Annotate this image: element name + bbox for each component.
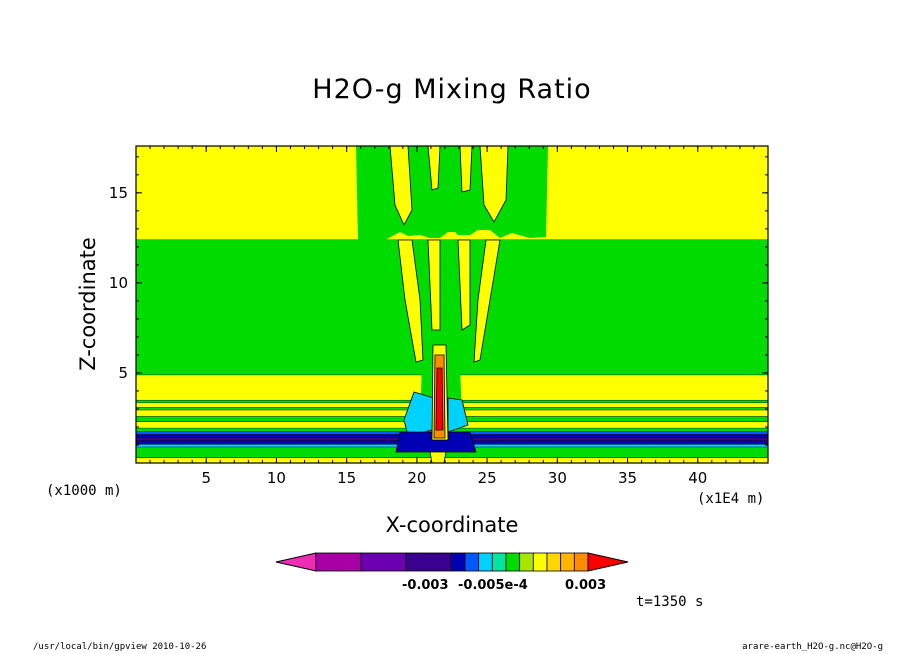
- axis-ticks: 5 10 15 20 25 30 35 40 5 10 15: [109, 146, 768, 487]
- colorbar: [275, 552, 629, 572]
- time-label: t=1350 s: [636, 594, 704, 610]
- chart-title: H2O-g Mixing Ratio: [312, 74, 592, 105]
- colorbar-segment-5: [478, 552, 493, 572]
- colorbar-label-3: 0.003: [565, 578, 607, 593]
- plume-cyan-right: [447, 397, 469, 433]
- colorbar-left-arrow: [275, 552, 317, 572]
- x-tick-label-4: 25: [478, 469, 497, 487]
- plume-mid-finger-1: [397, 239, 424, 363]
- colorbar-segment-10: [546, 552, 562, 572]
- footer-right: arare-earth_H2O-g.nc@H2O-g: [742, 642, 883, 652]
- plume-red-core: [435, 367, 444, 431]
- contour-band-15: [136, 239, 768, 375]
- x-axis-label: X-coordinate: [385, 513, 519, 537]
- x-unit-left: (x1000 m): [46, 483, 122, 499]
- plot-frame: [135, 145, 769, 464]
- contour-band-0: [136, 457, 768, 463]
- y-tick-label-1: 10: [109, 274, 128, 292]
- colorbar-segment-0: [315, 552, 362, 572]
- colorbar-segment-2: [405, 552, 452, 572]
- colorbar-segment-9: [532, 552, 548, 572]
- colorbar-segment-3: [450, 552, 466, 572]
- x-tick-label-5: 30: [548, 469, 567, 487]
- x-unit-right: (x1E4 m): [697, 491, 765, 507]
- central-plume: [356, 145, 548, 464]
- colorbar-segment-7: [505, 552, 521, 572]
- plume-mid-finger-2: [427, 239, 441, 331]
- colorbar-segment-8: [519, 552, 534, 572]
- colorbar-segment-12: [573, 552, 589, 572]
- colorbar-segment-11: [560, 552, 575, 572]
- x-tick-label-3: 20: [407, 469, 426, 487]
- plume-mid-finger-3: [457, 239, 471, 331]
- plume-surface-yellow: [429, 451, 447, 464]
- colorbar-label-1: -0.003: [402, 578, 449, 593]
- x-tick-label-2: 15: [337, 469, 356, 487]
- x-tick-label-1: 10: [267, 469, 286, 487]
- plume-upper-green: [356, 146, 548, 240]
- plume-mid-finger-4: [473, 239, 501, 363]
- colorbar-segment-1: [360, 552, 407, 572]
- x-tick-label-0: 5: [201, 469, 211, 487]
- plume-finger-3: [459, 145, 473, 193]
- footer-left: /usr/local/bin/gpview 2010-10-26: [33, 642, 207, 652]
- x-tick-label-6: 35: [618, 469, 637, 487]
- y-axis-label: Z-coordinate: [76, 237, 100, 371]
- colorbar-label-2: -0.005e-4: [458, 578, 528, 593]
- colorbar-segment-6: [491, 552, 507, 572]
- y-tick-label-0: 5: [118, 364, 128, 382]
- colorbar-right-arrow: [587, 552, 629, 572]
- x-tick-label-7: 40: [688, 469, 707, 487]
- y-tick-label-2: 15: [109, 184, 128, 202]
- colorbar-segment-4: [464, 552, 480, 572]
